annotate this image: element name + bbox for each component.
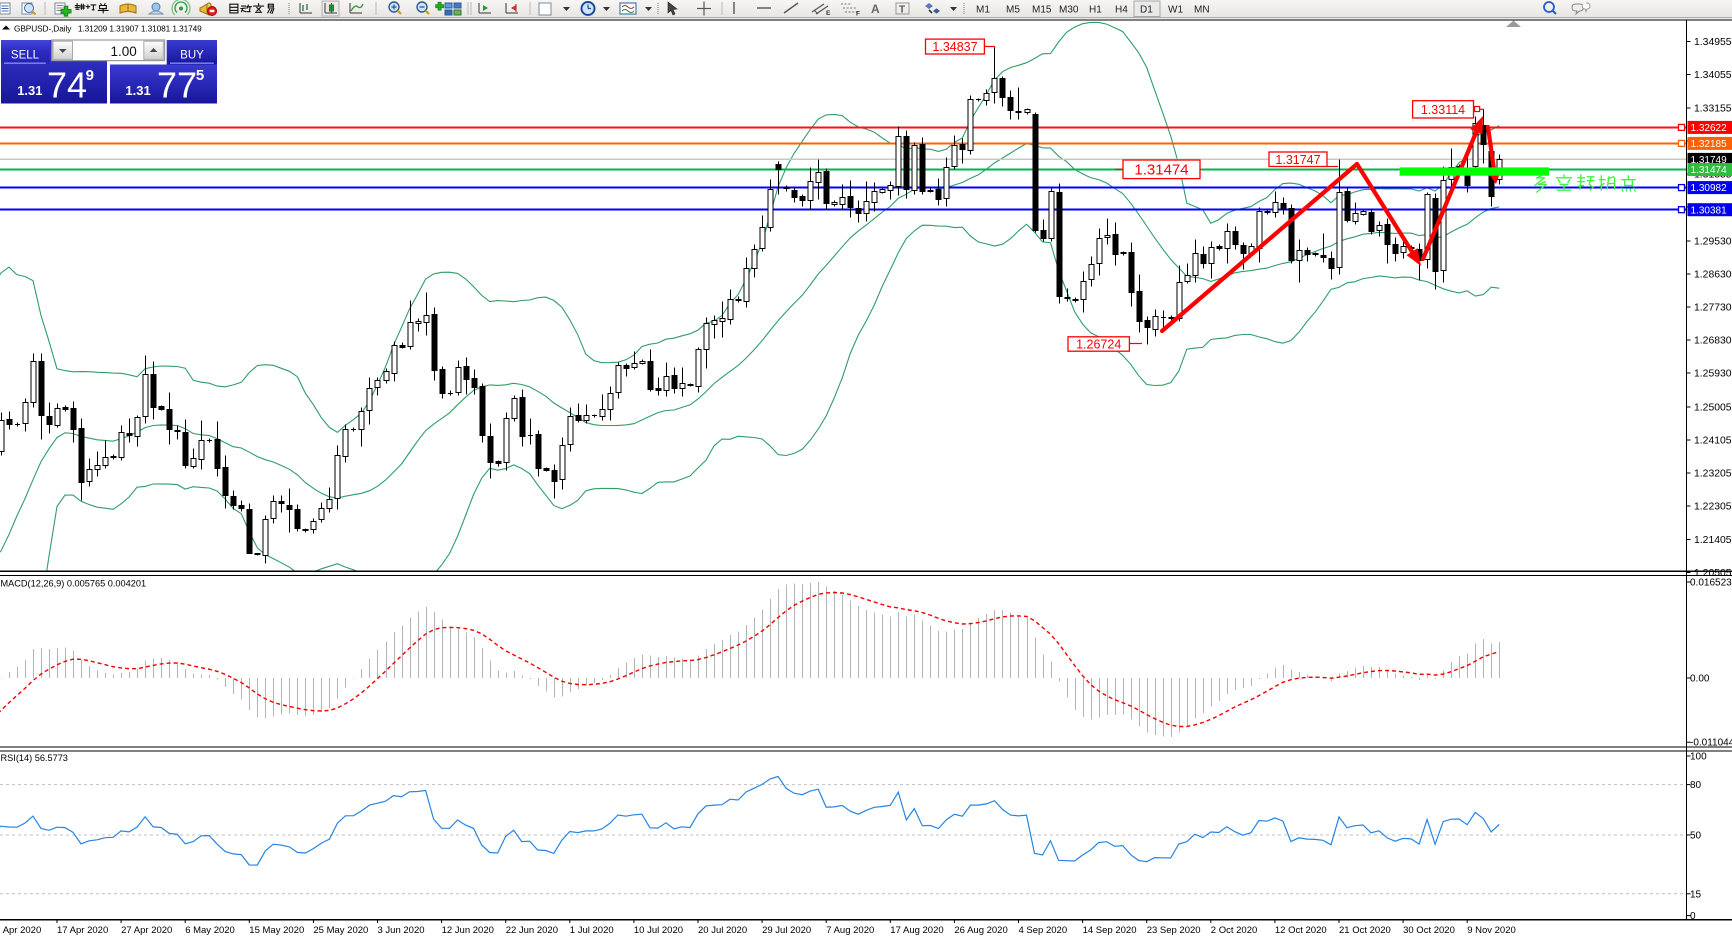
svg-text:26 Aug 2020: 26 Aug 2020 (954, 925, 1007, 936)
svg-text:9 Nov 2020: 9 Nov 2020 (1467, 925, 1516, 936)
svg-text:1.24105: 1.24105 (1694, 436, 1732, 447)
svg-text:1 Jul 2020: 1 Jul 2020 (570, 925, 614, 936)
svg-text:M1: M1 (976, 5, 990, 16)
svg-text:A: A (871, 2, 880, 16)
svg-text:1.20505: 1.20505 (1694, 568, 1732, 579)
svg-text:1.31474: 1.31474 (1691, 165, 1728, 176)
svg-text:17 Apr 2020: 17 Apr 2020 (57, 925, 108, 936)
svg-text:M30: M30 (1059, 5, 1079, 16)
svg-text:GBPUSD-,Daily 1.31209 1.3190: GBPUSD-,Daily 1.31209 1.31907 1.31081 1.… (14, 24, 202, 34)
svg-text:10 Jul 2020: 10 Jul 2020 (634, 925, 683, 936)
svg-text:20 Jul 2020: 20 Jul 2020 (698, 925, 747, 936)
svg-text:5: 5 (196, 67, 204, 84)
svg-text:1.32185: 1.32185 (1691, 139, 1728, 150)
svg-text:23 Sep 2020: 23 Sep 2020 (1147, 925, 1201, 936)
svg-text:9: 9 (86, 67, 94, 84)
svg-text:1.31474: 1.31474 (1134, 162, 1188, 179)
svg-text:1.33114: 1.33114 (1421, 103, 1465, 117)
svg-text:H4: H4 (1115, 5, 1128, 16)
svg-text:H1: H1 (1089, 5, 1102, 16)
svg-text:1.34055: 1.34055 (1694, 70, 1732, 81)
svg-text:1.31: 1.31 (125, 83, 150, 98)
svg-text:14 Sep 2020: 14 Sep 2020 (1083, 925, 1137, 936)
svg-text:1.23205: 1.23205 (1694, 469, 1732, 480)
svg-text:D1: D1 (1140, 5, 1153, 16)
svg-text:7 Aug 2020: 7 Aug 2020 (826, 925, 874, 936)
svg-text:0: 0 (1690, 911, 1696, 922)
svg-text:M5: M5 (1006, 5, 1020, 16)
svg-text:1.30381: 1.30381 (1691, 205, 1728, 216)
svg-text:2 Oct 2020: 2 Oct 2020 (1211, 925, 1257, 936)
svg-text:0.016523: 0.016523 (1690, 578, 1732, 589)
svg-text:1.34955: 1.34955 (1694, 37, 1732, 48)
svg-text:15 May 2020: 15 May 2020 (249, 925, 304, 936)
svg-text:Apr 2020: Apr 2020 (3, 925, 42, 936)
svg-text:MACD(12,26,9) 0.005765 0.00420: MACD(12,26,9) 0.005765 0.004201 (1, 579, 147, 589)
svg-text:12 Oct 2020: 12 Oct 2020 (1275, 925, 1327, 936)
svg-text:27 Apr 2020: 27 Apr 2020 (121, 925, 172, 936)
svg-text:1.25930: 1.25930 (1694, 369, 1732, 380)
svg-text:1.21405: 1.21405 (1694, 535, 1732, 546)
svg-text:25 May 2020: 25 May 2020 (313, 925, 368, 936)
svg-text:1.26724: 1.26724 (1076, 338, 1121, 352)
svg-text:29 Jul 2020: 29 Jul 2020 (762, 925, 811, 936)
svg-text:1.32622: 1.32622 (1691, 123, 1728, 134)
svg-text:M15: M15 (1032, 5, 1052, 16)
svg-text:4 Sep 2020: 4 Sep 2020 (1019, 925, 1068, 936)
svg-text:1.00: 1.00 (111, 44, 137, 59)
svg-text:3 Jun 2020: 3 Jun 2020 (378, 925, 425, 936)
svg-text:1.25005: 1.25005 (1694, 403, 1732, 414)
svg-text:22 Jun 2020: 22 Jun 2020 (506, 925, 558, 936)
svg-text:MN: MN (1194, 5, 1210, 16)
svg-text:77: 77 (157, 65, 197, 106)
svg-text:1.29530: 1.29530 (1694, 236, 1732, 247)
svg-text:BUY: BUY (180, 50, 204, 62)
svg-text:W1: W1 (1168, 5, 1183, 16)
svg-text:50: 50 (1690, 831, 1702, 842)
svg-text:1.22305: 1.22305 (1694, 502, 1732, 513)
svg-text:-0.011044: -0.011044 (1690, 738, 1732, 749)
svg-text:F: F (856, 11, 860, 18)
svg-text:21 Oct 2020: 21 Oct 2020 (1339, 925, 1391, 936)
svg-text:RSI(14) 56.5773: RSI(14) 56.5773 (1, 753, 68, 763)
svg-text:T: T (899, 5, 905, 16)
svg-text:1.27730: 1.27730 (1694, 303, 1732, 314)
svg-text:SELL: SELL (11, 50, 40, 62)
svg-text:15: 15 (1690, 889, 1702, 900)
svg-text:1.33155: 1.33155 (1694, 103, 1732, 114)
svg-text:100: 100 (1690, 752, 1707, 763)
svg-text:1.26830: 1.26830 (1694, 336, 1732, 347)
svg-text:80: 80 (1690, 780, 1702, 791)
svg-text:1.34837: 1.34837 (932, 40, 977, 54)
svg-text:74: 74 (47, 65, 87, 106)
svg-text:E: E (826, 10, 831, 17)
svg-text:0.00: 0.00 (1690, 674, 1710, 685)
svg-text:1.31749: 1.31749 (1691, 155, 1728, 166)
svg-text:1.28630: 1.28630 (1694, 270, 1732, 281)
svg-text:30 Oct 2020: 30 Oct 2020 (1403, 925, 1455, 936)
svg-text:1.31747: 1.31747 (1275, 153, 1320, 167)
svg-text:6 May 2020: 6 May 2020 (185, 925, 235, 936)
svg-text:12 Jun 2020: 12 Jun 2020 (442, 925, 494, 936)
svg-text:1.30982: 1.30982 (1691, 183, 1728, 194)
svg-text:1.31: 1.31 (17, 83, 42, 98)
svg-text:17 Aug 2020: 17 Aug 2020 (890, 925, 943, 936)
